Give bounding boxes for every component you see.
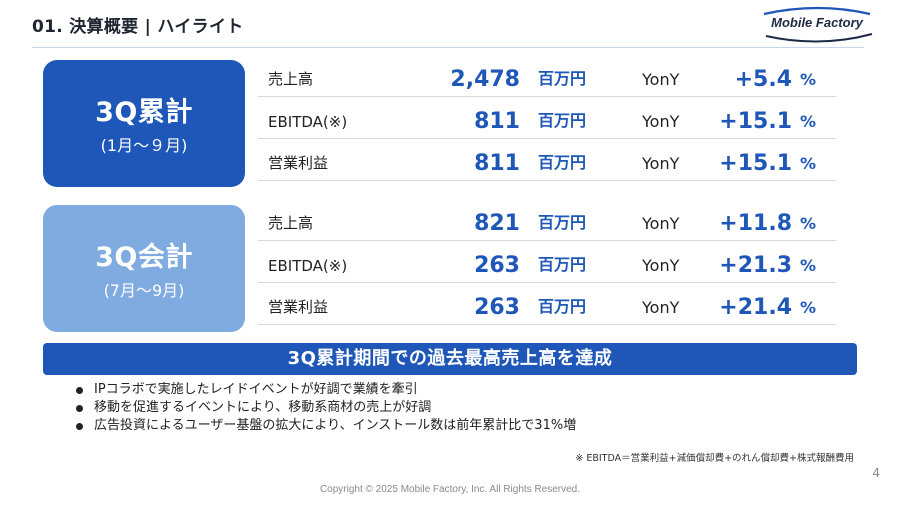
yony-change: +15.1 <box>719 151 792 176</box>
percent-sign: % <box>800 112 817 131</box>
period-range: (7月～9月) <box>103 281 185 300</box>
percent-sign: % <box>800 214 817 233</box>
period-label: 3Q会計 <box>95 242 193 273</box>
logo-swoosh-icon <box>763 6 873 43</box>
logo-text: Mobile Factory <box>771 15 863 30</box>
metric-unit: 百万円 <box>538 69 587 88</box>
metric-unit: 百万円 <box>538 213 587 232</box>
page-number: 4 <box>872 466 880 480</box>
period-box-quarter: 3Q会計 (7月～9月) <box>43 205 245 332</box>
highlight-bullet-list: IPコラボで実施したレイドイベントが好調で業績を牽引 移動を促進するイベントによ… <box>74 381 576 435</box>
metric-unit: 百万円 <box>538 255 587 274</box>
percent-sign: % <box>800 70 817 89</box>
bullet-text: IPコラボで実施したレイドイベントが好調で業績を牽引 <box>94 382 418 397</box>
metric-unit: 百万円 <box>538 297 587 316</box>
highlight-banner: 3Q累計期間での過去最高売上高を達成 <box>43 343 857 375</box>
metric-unit: 百万円 <box>538 153 587 172</box>
table-row: EBITDA(※) 811 百万円 YonY +15.1 % <box>258 97 836 139</box>
table-row: 営業利益 263 百万円 YonY +21.4 % <box>258 283 836 325</box>
yony-change: +11.8 <box>719 211 792 236</box>
bullet-text: 広告投資によるユーザー基盤の拡大により、インストール数は前年累計比で31%増 <box>94 418 577 433</box>
list-item: 移動を促進するイベントにより、移動系商材の売上が好調 <box>74 399 576 417</box>
percent-sign: % <box>800 256 817 275</box>
metric-amount: 811 <box>474 151 520 176</box>
metrics-table-cumulative: 売上高 2,478 百万円 YonY +5.4 % EBITDA(※) 811 … <box>258 60 836 181</box>
metric-label: EBITDA(※) <box>268 257 348 275</box>
metric-unit: 百万円 <box>538 111 587 130</box>
metric-amount: 263 <box>474 253 520 278</box>
metric-amount: 2,478 <box>450 67 520 92</box>
metric-label: 売上高 <box>268 214 314 232</box>
percent-sign: % <box>800 298 817 317</box>
header-divider <box>32 47 864 48</box>
list-item: 広告投資によるユーザー基盤の拡大により、インストール数は前年累計比で31%増 <box>74 417 576 435</box>
bullet-icon <box>76 405 83 412</box>
bullet-icon <box>76 387 83 394</box>
yony-label: YonY <box>642 298 680 317</box>
company-logo: Mobile Factory <box>758 6 876 44</box>
metrics-table-quarter: 売上高 821 百万円 YonY +11.8 % EBITDA(※) 263 百… <box>258 204 836 325</box>
metric-label: 売上高 <box>268 70 314 88</box>
table-row: EBITDA(※) 263 百万円 YonY +21.3 % <box>258 241 836 283</box>
yony-change: +21.4 <box>719 295 792 320</box>
period-box-cumulative: 3Q累計 (1月～９月) <box>43 60 245 187</box>
ebitda-footnote: ※ EBITDA＝営業利益+減価償却費+のれん償却費+株式報酬費用 <box>575 453 854 464</box>
yony-label: YonY <box>642 214 680 233</box>
bullet-icon <box>76 423 83 430</box>
yony-label: YonY <box>642 70 680 89</box>
yony-change: +5.4 <box>734 67 792 92</box>
yony-change: +21.3 <box>719 253 792 278</box>
metric-label: 営業利益 <box>268 298 329 316</box>
list-item: IPコラボで実施したレイドイベントが好調で業績を牽引 <box>74 381 576 399</box>
metric-amount: 821 <box>474 211 520 236</box>
table-row: 売上高 2,478 百万円 YonY +5.4 % <box>258 60 836 97</box>
yony-change: +15.1 <box>719 109 792 134</box>
table-row: 営業利益 811 百万円 YonY +15.1 % <box>258 139 836 181</box>
metric-label: EBITDA(※) <box>268 113 348 131</box>
table-row: 売上高 821 百万円 YonY +11.8 % <box>258 204 836 241</box>
metric-amount: 263 <box>474 295 520 320</box>
metric-amount: 811 <box>474 109 520 134</box>
metric-label: 営業利益 <box>268 154 329 172</box>
page-title: 01. 決算概要 | ハイライト <box>32 17 244 37</box>
yony-label: YonY <box>642 256 680 275</box>
bullet-text: 移動を促進するイベントにより、移動系商材の売上が好調 <box>94 400 432 415</box>
yony-label: YonY <box>642 154 680 173</box>
period-label: 3Q累計 <box>95 97 193 128</box>
period-range: (1月～９月) <box>100 136 188 155</box>
percent-sign: % <box>800 154 817 173</box>
copyright-notice: Copyright © 2025 Mobile Factory, Inc. Al… <box>319 484 581 495</box>
yony-label: YonY <box>642 112 680 131</box>
